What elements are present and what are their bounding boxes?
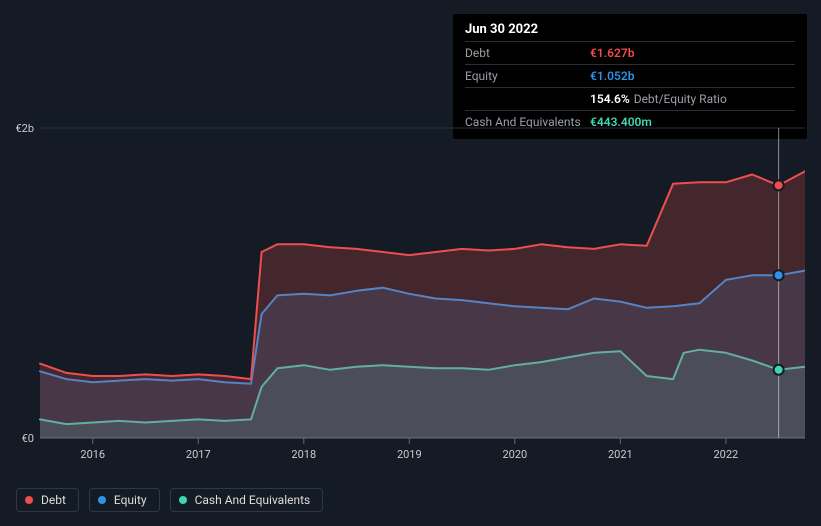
tooltip-date: Jun 30 2022: [465, 22, 795, 41]
legend-item[interactable]: Cash And Equivalents: [170, 488, 324, 512]
tooltip-row: Debt€1.627b: [465, 41, 795, 64]
x-axis-tick: 2020: [502, 448, 527, 461]
tooltip-row: 154.6%Debt/Equity Ratio: [465, 87, 795, 110]
legend-dot-icon: [179, 496, 187, 504]
tooltip-row-value: €1.627b: [590, 45, 634, 61]
legend-item-label: Equity: [114, 493, 147, 507]
tooltip-row-suffix: Debt/Equity Ratio: [634, 92, 727, 106]
x-axis-tick: 2016: [80, 448, 105, 461]
legend-dot-icon: [98, 496, 106, 504]
series-marker: [774, 365, 784, 375]
legend-item[interactable]: Debt: [16, 488, 79, 512]
legend-item[interactable]: Equity: [89, 488, 160, 512]
series-area: [40, 171, 805, 438]
tooltip-row-label: Equity: [465, 68, 590, 84]
tooltip-row: Equity€1.052b: [465, 64, 795, 87]
tooltip-row-label: Debt: [465, 45, 590, 61]
series-marker: [774, 270, 784, 280]
chart-area[interactable]: €0 €2b 2016 2017 2018 2019 2020 2021 2022: [16, 118, 805, 466]
x-axis-tick: 2022: [713, 448, 738, 461]
legend-item-label: Debt: [41, 493, 66, 507]
x-axis-tick: 2017: [186, 448, 211, 461]
chart-container: Jun 30 2022 Debt€1.627bEquity€1.052b154.…: [0, 0, 821, 526]
x-axis-tick: 2021: [608, 448, 633, 461]
line-area-chart[interactable]: €0 €2b 2016 2017 2018 2019 2020 2021 2022: [16, 118, 805, 466]
x-axis-tick: 2019: [397, 448, 422, 461]
legend-item-label: Cash And Equivalents: [195, 493, 311, 507]
legend: Debt Equity Cash And Equivalents: [16, 488, 323, 512]
tooltip-row-label: [465, 91, 590, 107]
x-axis-tick: 2018: [291, 448, 316, 461]
y-axis-tick: €2b: [16, 122, 34, 135]
series-marker: [774, 180, 784, 190]
legend-dot-icon: [25, 496, 33, 504]
tooltip-row-value: €1.052b: [590, 68, 634, 84]
tooltip-row-value: 154.6%Debt/Equity Ratio: [590, 91, 727, 107]
y-axis-tick: €0: [22, 432, 34, 445]
